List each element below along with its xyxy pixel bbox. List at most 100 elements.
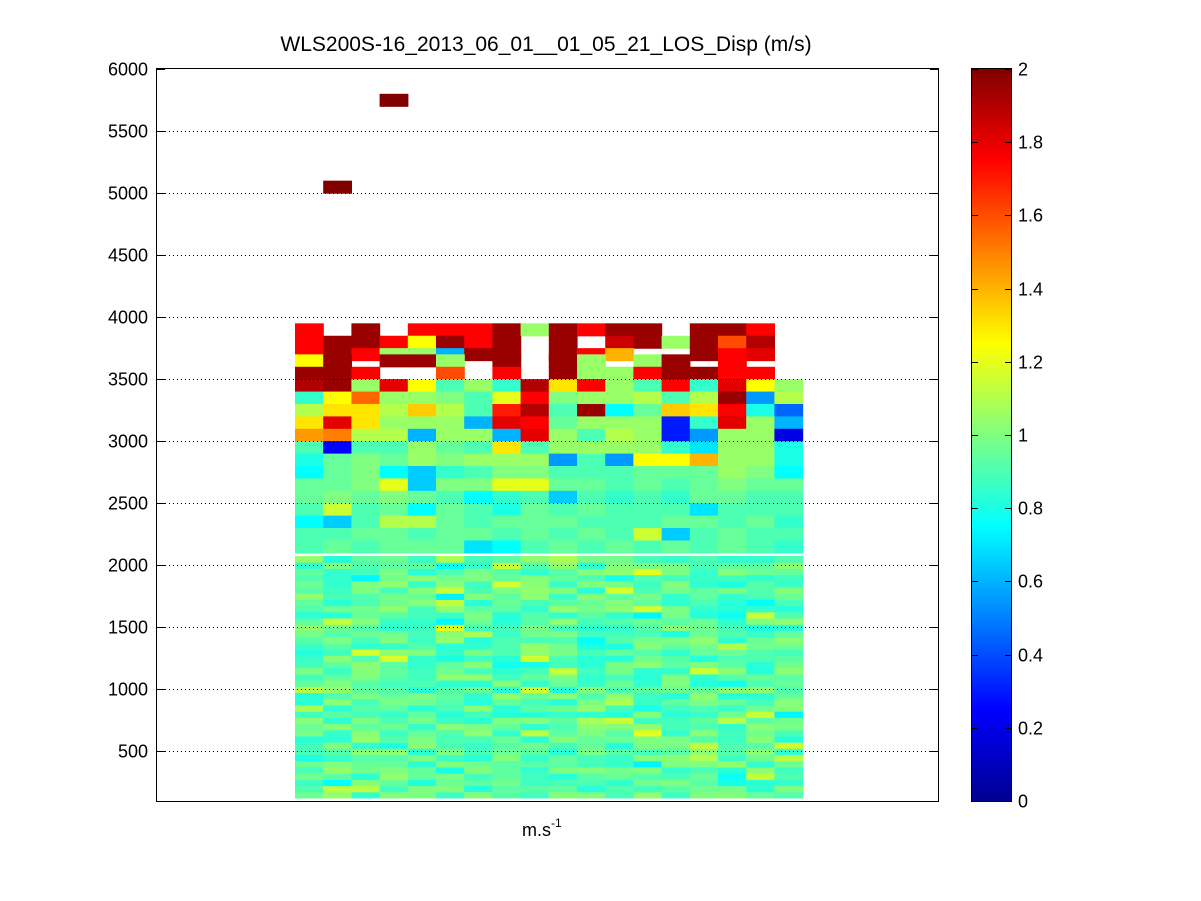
heatmap-cell [492, 366, 522, 380]
heatmap-cell [407, 466, 437, 480]
heatmap-cell [633, 428, 663, 442]
heatmap-cell [661, 791, 691, 799]
heatmap-cell [746, 403, 775, 417]
heatmap-cell [548, 711, 578, 718]
heatmap-cell [351, 754, 381, 762]
heatmap-cell [295, 704, 324, 712]
heatmap-cell [351, 391, 381, 405]
heatmap-cell [633, 704, 663, 712]
heatmap-cell [746, 323, 775, 337]
heatmap-cell [520, 791, 550, 799]
heatmap-cell [295, 416, 324, 430]
heatmap-cell [436, 723, 465, 731]
heatmap-cell [689, 466, 719, 480]
heatmap-cell [605, 636, 634, 644]
heatmap-cell [464, 348, 493, 362]
heatmap-cell [436, 540, 465, 554]
heatmap-cell [436, 686, 465, 694]
heatmap-cell [548, 704, 578, 712]
heatmap-cell [661, 555, 691, 563]
heatmap-cell [577, 661, 606, 669]
heatmap-cell [295, 605, 324, 613]
heatmap-cell [379, 636, 409, 644]
heatmap-cell [577, 515, 606, 529]
heatmap-cell [323, 478, 352, 492]
heatmap-cell [577, 416, 606, 430]
heatmap-cell [746, 441, 775, 455]
heatmap-cell [379, 93, 409, 107]
heatmap-cell [436, 555, 465, 563]
heatmap-cell [577, 611, 606, 619]
heatmap-cell [351, 611, 381, 619]
heatmap-cell [661, 692, 691, 700]
heatmap-cell [746, 540, 775, 554]
heatmap-cell [436, 611, 465, 619]
heatmap-cell [577, 441, 606, 455]
heatmap-cell [718, 605, 747, 613]
heatmap-cell [718, 692, 747, 700]
heatmap-cell [718, 779, 747, 787]
heatmap-cell [295, 335, 324, 349]
heatmap-cell [605, 515, 634, 529]
heatmap-cell [520, 704, 550, 712]
heatmap-cell [548, 723, 578, 731]
heatmap-cell [548, 729, 578, 737]
heatmap-cell [492, 555, 522, 563]
heatmap-cell [661, 760, 691, 768]
heatmap-cell [577, 655, 606, 663]
heatmap-cell [577, 791, 606, 799]
heatmap-cell [718, 611, 747, 619]
heatmap-cell [746, 618, 775, 625]
heatmap-cell [774, 698, 804, 706]
heatmap-cell [464, 611, 493, 619]
heatmap-cell [436, 366, 465, 380]
heatmap-cell [492, 605, 522, 613]
heatmap-cell [548, 416, 578, 430]
heatmap-cell [407, 785, 437, 793]
heatmap-cell [323, 453, 352, 467]
heatmap-cell [689, 624, 719, 631]
heatmap-cell [718, 441, 747, 455]
heatmap-cell [661, 416, 691, 430]
heatmap-cell [548, 692, 578, 700]
heatmap-cell [407, 642, 437, 650]
heatmap-cell [351, 605, 381, 613]
heatmap-cell [689, 692, 719, 700]
heatmap-cell [464, 379, 493, 393]
heatmap-cell [548, 599, 578, 607]
heatmap-cell [661, 366, 691, 380]
heatmap-cell [548, 379, 578, 393]
heatmap-cell [492, 478, 522, 492]
heatmap-cell [689, 754, 719, 762]
heatmap-cell [605, 540, 634, 554]
heatmap-cell [605, 348, 634, 362]
heatmap-cell [295, 466, 324, 480]
heatmap-cell [323, 673, 352, 681]
heatmap-cell [605, 642, 634, 650]
heatmap-cell [492, 785, 522, 793]
heatmap-cell [548, 624, 578, 631]
heatmap-cell [746, 717, 775, 725]
heatmap-cell [351, 773, 381, 780]
heatmap-cell [605, 773, 634, 780]
heatmap-cell [689, 667, 719, 675]
heatmap-cell [774, 540, 804, 554]
heatmap-cell [464, 453, 493, 467]
heatmap-cell [774, 760, 804, 768]
heatmap-cell [605, 717, 634, 725]
heatmap-cell [492, 391, 522, 405]
heatmap-cell [492, 791, 522, 799]
heatmap-cell [323, 773, 352, 780]
heatmap-cell [774, 515, 804, 529]
heatmap-cell [718, 636, 747, 644]
heatmap-cell [633, 568, 663, 576]
heatmap-cell [577, 692, 606, 700]
heatmap-cell [323, 636, 352, 644]
heatmap-cell [436, 754, 465, 762]
heatmap-cell [464, 791, 493, 799]
heatmap-cell [436, 680, 465, 687]
heatmap-cell [689, 366, 719, 380]
heatmap-cell [577, 686, 606, 694]
heatmap-cell [718, 735, 747, 743]
heatmap-cell [464, 478, 493, 492]
